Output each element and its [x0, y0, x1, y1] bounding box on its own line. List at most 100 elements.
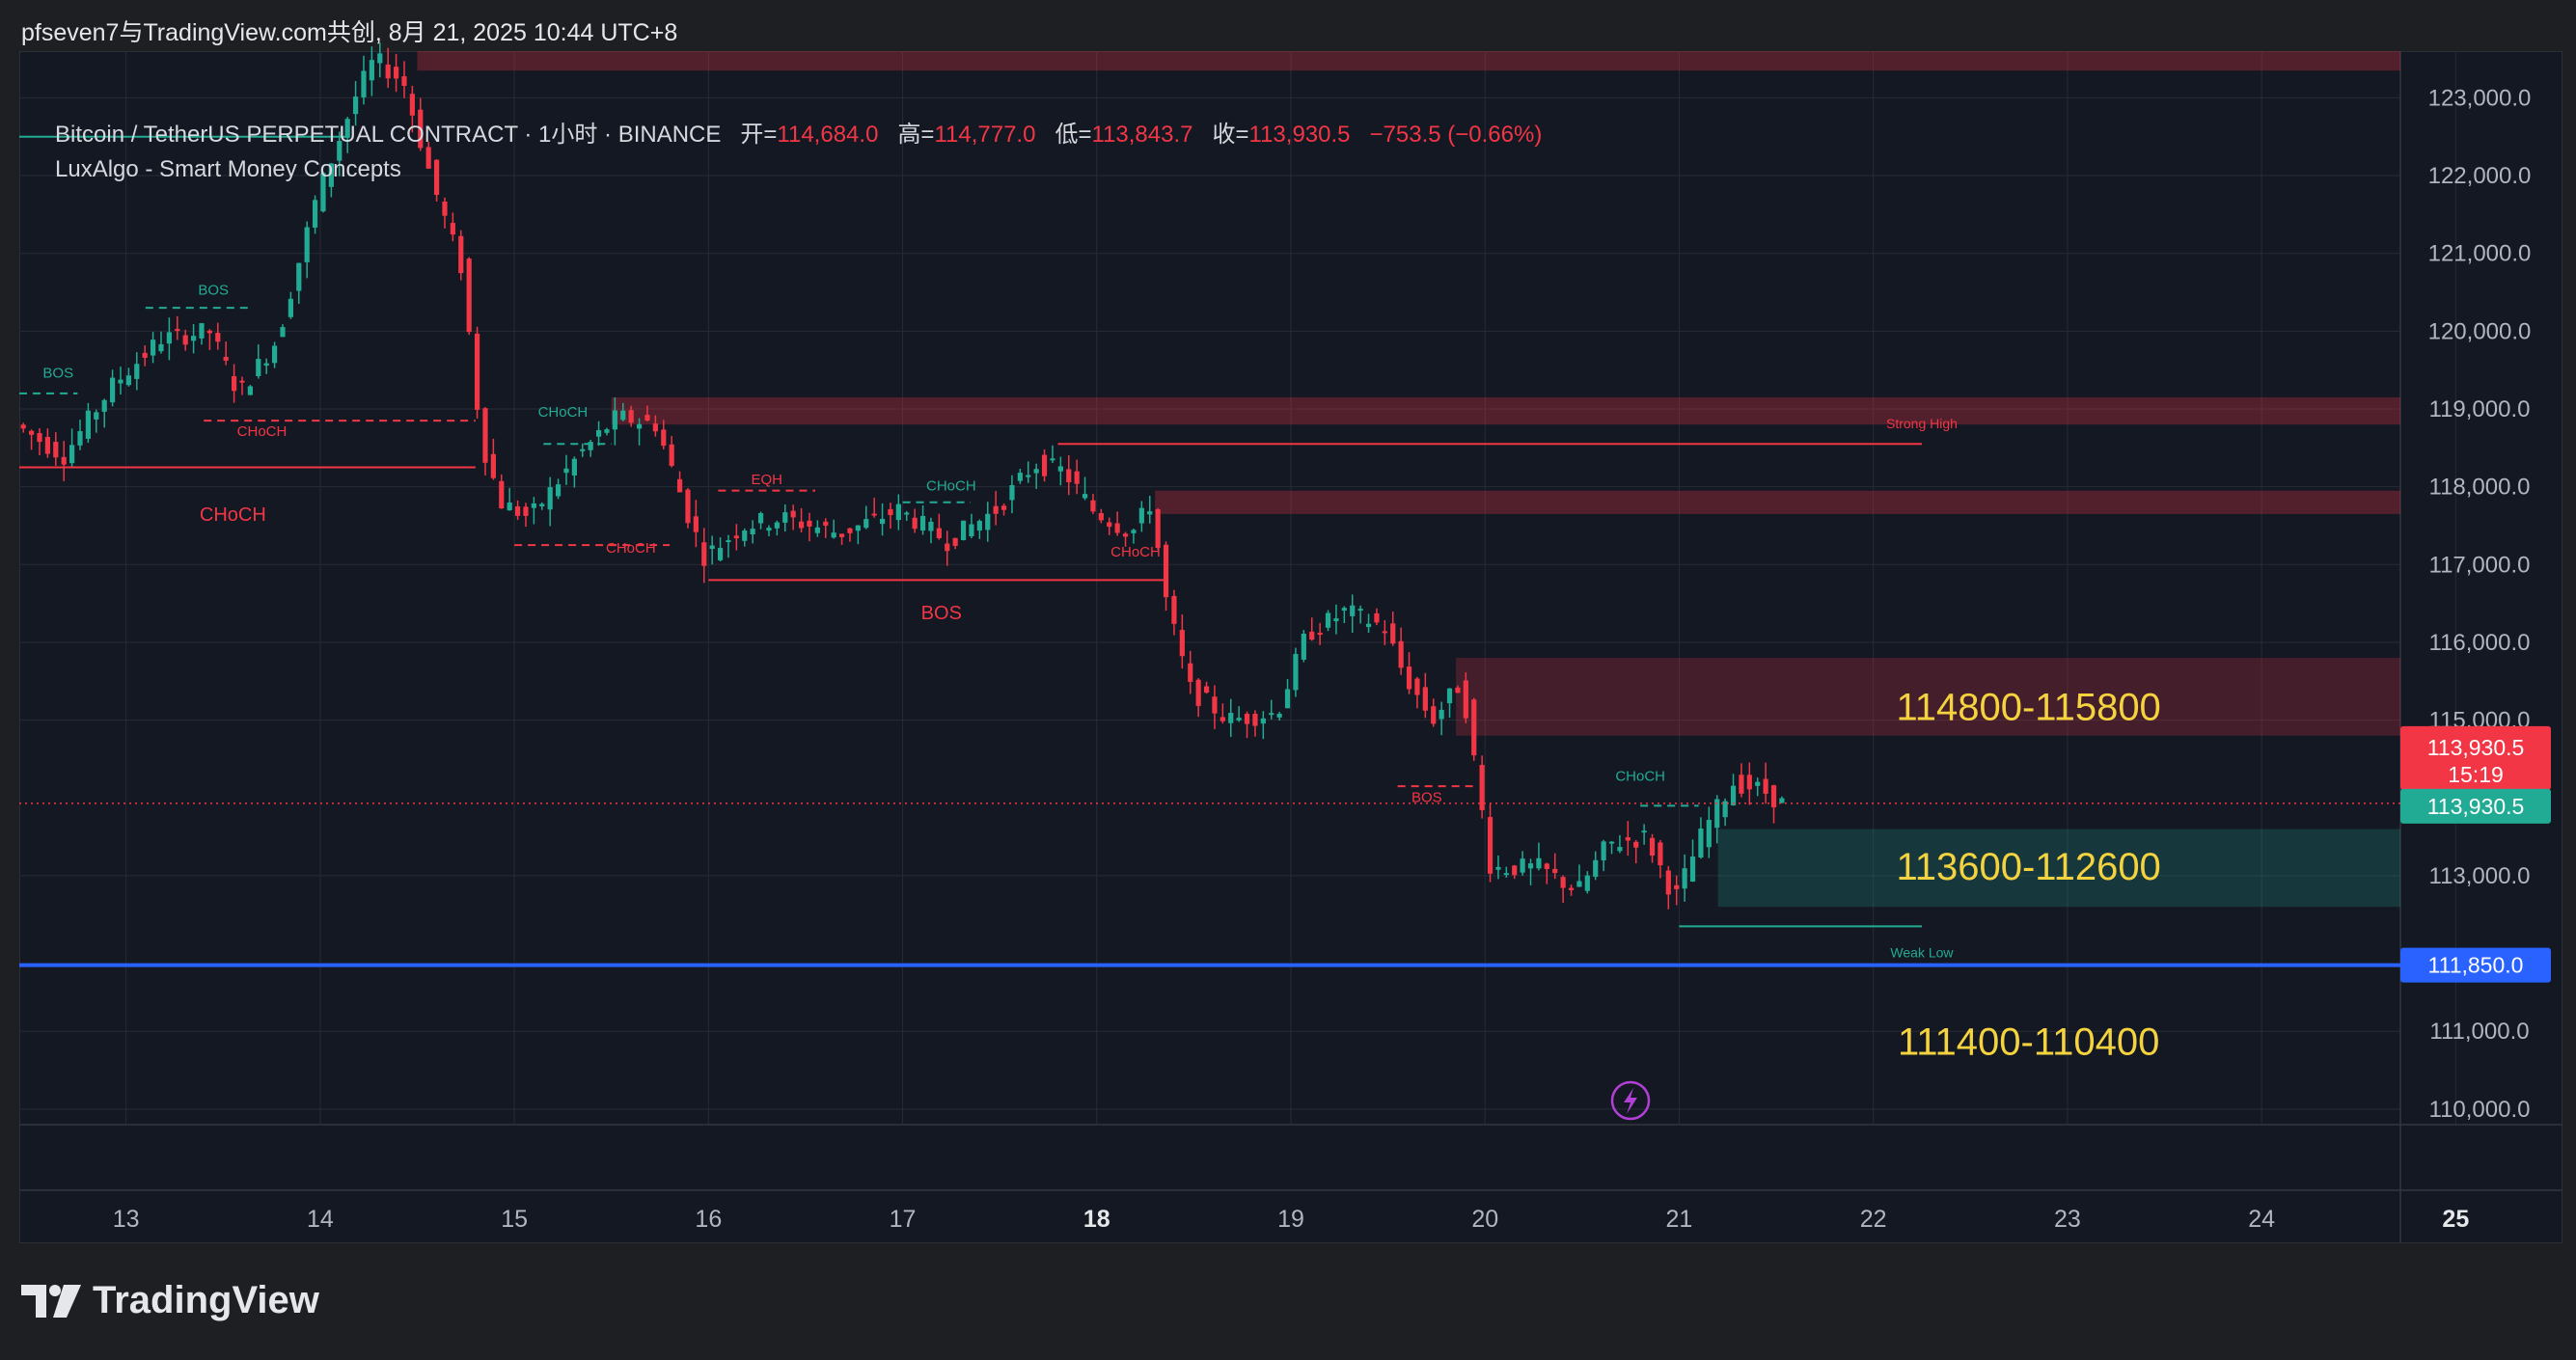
candle[interactable] [1658, 842, 1663, 866]
candle[interactable] [125, 375, 131, 386]
candle[interactable] [385, 64, 391, 79]
candle[interactable] [1431, 706, 1437, 724]
candle[interactable] [1755, 781, 1761, 786]
candle[interactable] [514, 505, 521, 516]
candle[interactable] [199, 323, 205, 339]
candle[interactable] [190, 336, 197, 341]
candle[interactable] [904, 512, 910, 515]
candle[interactable] [976, 521, 982, 531]
candle[interactable] [1350, 605, 1356, 616]
candle[interactable] [118, 379, 123, 384]
candle[interactable] [1568, 887, 1575, 890]
candle[interactable] [94, 412, 99, 420]
candle[interactable] [458, 235, 464, 274]
candle[interactable] [936, 528, 942, 538]
candle[interactable] [1365, 623, 1372, 628]
candle[interactable] [499, 480, 505, 509]
candle[interactable] [418, 109, 424, 149]
candle[interactable] [1098, 512, 1104, 521]
candle[interactable] [1017, 473, 1023, 481]
candle[interactable] [1617, 847, 1623, 852]
candle[interactable] [1000, 505, 1007, 510]
candle[interactable] [1333, 618, 1339, 622]
candle[interactable] [1414, 678, 1420, 695]
candle[interactable] [919, 515, 926, 531]
candle[interactable] [1390, 623, 1396, 644]
candle[interactable] [490, 453, 496, 478]
candle[interactable] [271, 345, 278, 364]
candle[interactable] [969, 524, 974, 537]
candle[interactable] [1730, 785, 1737, 805]
candle[interactable] [652, 423, 658, 432]
candle[interactable] [726, 540, 731, 543]
candle[interactable] [442, 201, 448, 216]
candle[interactable] [588, 442, 593, 450]
candle[interactable] [1284, 689, 1291, 709]
candle[interactable] [401, 76, 407, 87]
candle[interactable] [1219, 717, 1225, 721]
candle[interactable] [1398, 640, 1404, 668]
candle[interactable] [1252, 713, 1258, 726]
candle[interactable] [1374, 612, 1380, 623]
candle[interactable] [782, 512, 788, 523]
candle[interactable] [742, 530, 748, 541]
candle[interactable] [377, 53, 383, 64]
candle[interactable] [1260, 718, 1266, 724]
lightning-icon[interactable] [1610, 1080, 1651, 1121]
candle[interactable] [1446, 688, 1453, 704]
candle[interactable] [1560, 877, 1566, 888]
candle[interactable] [1179, 630, 1185, 657]
candle[interactable] [1082, 494, 1088, 499]
candle[interactable] [1625, 837, 1631, 841]
candle[interactable] [1236, 718, 1242, 721]
candle[interactable] [993, 505, 999, 514]
candle[interactable] [547, 487, 553, 510]
candle[interactable] [1341, 608, 1347, 612]
candle[interactable] [1544, 863, 1549, 869]
candle[interactable] [693, 516, 699, 532]
candle[interactable] [1309, 631, 1315, 640]
candle[interactable] [555, 484, 562, 497]
candle[interactable] [1746, 775, 1752, 790]
candle[interactable] [644, 415, 650, 421]
candle[interactable] [823, 521, 829, 526]
candle[interactable] [1114, 523, 1120, 533]
candle[interactable] [807, 520, 812, 527]
candle[interactable] [239, 380, 245, 383]
candle[interactable] [798, 521, 805, 529]
candle[interactable] [37, 433, 42, 443]
candle[interactable] [44, 436, 51, 454]
candle[interactable] [1763, 778, 1768, 794]
candle[interactable] [231, 376, 237, 392]
candle[interactable] [61, 456, 67, 465]
candle[interactable] [1779, 798, 1785, 803]
candle[interactable] [158, 343, 164, 352]
candle[interactable] [1203, 686, 1210, 694]
candle[interactable] [1406, 666, 1412, 690]
candle[interactable] [328, 163, 334, 187]
candle[interactable] [182, 335, 188, 345]
candle[interactable] [1487, 817, 1494, 874]
candle[interactable] [175, 329, 180, 332]
candle[interactable] [1317, 633, 1323, 636]
candle[interactable] [1301, 633, 1306, 660]
candle[interactable] [701, 542, 707, 566]
candle[interactable] [507, 502, 512, 511]
candle[interactable] [1090, 500, 1096, 512]
candle[interactable] [69, 445, 75, 464]
candle[interactable] [466, 258, 472, 333]
candle[interactable] [1066, 469, 1072, 482]
candle[interactable] [863, 519, 869, 529]
candle[interactable] [1107, 522, 1112, 528]
candle[interactable] [1455, 687, 1461, 694]
candle[interactable] [757, 513, 764, 524]
candle[interactable] [855, 525, 861, 531]
candle[interactable] [1706, 820, 1712, 848]
candle[interactable] [620, 410, 626, 421]
candle[interactable] [1674, 884, 1680, 889]
candle[interactable] [150, 340, 156, 356]
candle[interactable] [523, 506, 529, 516]
candle[interactable] [1171, 595, 1177, 624]
candle[interactable] [1026, 475, 1031, 477]
